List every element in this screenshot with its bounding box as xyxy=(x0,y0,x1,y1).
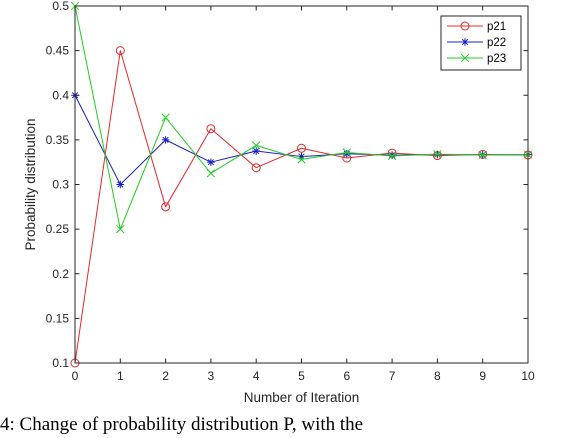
legend-swatch-marker xyxy=(461,38,469,46)
y-tick-label: 0.45 xyxy=(46,44,70,58)
x-tick-label: 5 xyxy=(298,369,305,383)
x-tick-label: 6 xyxy=(343,369,350,383)
data-point-p23 xyxy=(342,148,351,157)
data-point-p22 xyxy=(116,180,125,189)
data-point-p21 xyxy=(115,46,125,56)
legend: p21 p22 p23 xyxy=(440,15,522,71)
data-point-p22 xyxy=(343,149,351,158)
legend-item-p21: p21 xyxy=(447,21,506,33)
x-tick-label: 10 xyxy=(521,369,535,383)
x-tick-label: 1 xyxy=(117,369,124,383)
data-point-p23 xyxy=(297,155,306,164)
x-tick-label: 2 xyxy=(162,369,169,383)
x-axis-label: Number of Iteration xyxy=(244,390,360,405)
x-tick-label: 7 xyxy=(389,369,396,383)
x-tick-label: 0 xyxy=(72,369,79,383)
data-point-p22 xyxy=(207,158,215,166)
data-point-p22 xyxy=(161,136,170,144)
y-tick-label: 0.15 xyxy=(46,311,70,325)
data-point-p23 xyxy=(387,151,397,161)
legend-items: p21 p22 p23 xyxy=(447,21,506,65)
y-tick-label: 0.35 xyxy=(46,133,70,147)
y-axis-label: Probability distribution xyxy=(23,118,38,250)
data-point-p21 xyxy=(251,163,261,173)
data-point-p23 xyxy=(116,224,125,234)
y-tick-label: 0.4 xyxy=(52,88,69,102)
legend-label: p22 xyxy=(487,37,506,49)
legend-item-p23: p23 xyxy=(447,53,506,65)
data-point-p23 xyxy=(433,150,442,159)
data-point-p23 xyxy=(478,150,487,160)
figure-caption: 4: Change of probability distribution P,… xyxy=(0,414,364,435)
data-point-p21 xyxy=(297,143,306,153)
data-point-p23 xyxy=(161,113,170,122)
x-tick-label: 9 xyxy=(479,369,486,383)
series-layer xyxy=(70,1,533,368)
legend-box xyxy=(440,15,522,71)
x-tick-label: 3 xyxy=(208,369,215,383)
y-tick-label: 0.5 xyxy=(52,0,69,13)
y-tick-label: 0.25 xyxy=(46,222,70,236)
legend-label: p21 xyxy=(487,21,506,33)
legend-item-p22: p22 xyxy=(447,37,506,49)
x-tick-label: 8 xyxy=(434,369,441,383)
series-p23 xyxy=(70,1,533,234)
y-tick-label: 0.1 xyxy=(52,356,69,370)
legend-label: p23 xyxy=(487,53,506,65)
data-point-p22 xyxy=(252,147,260,155)
legend-swatch-marker xyxy=(460,21,470,31)
data-point-p21 xyxy=(161,202,171,212)
data-point-p22 xyxy=(388,151,396,160)
y-tick-label: 0.3 xyxy=(52,178,69,192)
data-point-p21 xyxy=(206,124,216,134)
data-point-p23 xyxy=(252,141,261,150)
axis-ticks: 0 1 2 3 4 5 6 7 8 9 10 0.1 0.15 0.2 0.25 0.3 0.35 0.4 0.45… xyxy=(46,0,535,383)
legend-swatch-marker xyxy=(460,53,470,63)
x-tick-label: 4 xyxy=(253,369,260,383)
line-chart: 0 1 2 3 4 5 6 7 8 9 10 0.1 0.15 0.2 0.25 0.3 0.35 0.4 0.45… xyxy=(23,0,535,405)
data-point-p23 xyxy=(206,169,216,178)
y-tick-label: 0.2 xyxy=(52,267,69,281)
